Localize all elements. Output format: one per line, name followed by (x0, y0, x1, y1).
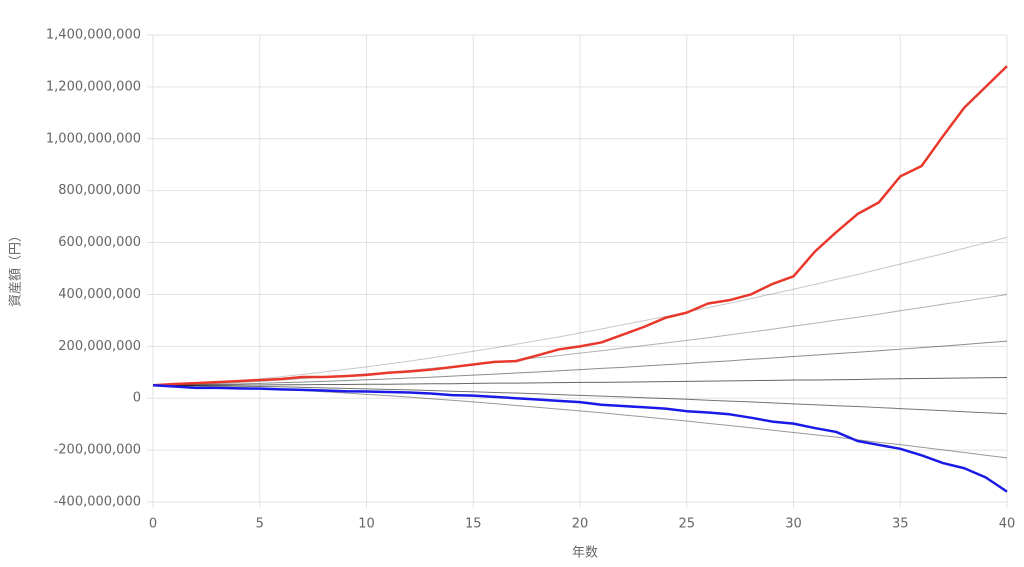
x-tick-label: 10 (358, 517, 375, 532)
y-tick-label: -400,000,000 (54, 495, 141, 510)
y-tick-label: 0 (133, 391, 141, 406)
x-tick-label: 35 (892, 517, 909, 532)
x-tick-label: 30 (785, 517, 802, 532)
x-tick-label: 0 (149, 517, 157, 532)
data-line (152, 384, 1008, 493)
y-tick-label: 1,000,000,000 (46, 131, 141, 146)
x-tick-label: 25 (678, 517, 695, 532)
y-tick-label: 200,000,000 (58, 339, 141, 354)
y-tick-label: 1,400,000,000 (46, 28, 141, 43)
y-tick-label: 1,200,000,000 (46, 79, 141, 94)
y-tick-label: -200,000,000 (54, 443, 141, 458)
y-tick-label: 800,000,000 (58, 183, 141, 198)
x-tick-label: 40 (999, 517, 1016, 532)
x-axis-label: 年数 (572, 546, 598, 561)
data-line (152, 65, 1008, 387)
y-tick-label: 400,000,000 (58, 287, 141, 302)
data-line (153, 384, 1008, 415)
data-line (153, 376, 1008, 386)
data-line (152, 340, 1008, 386)
y-tick-label: 600,000,000 (58, 235, 141, 250)
x-tick-label: 15 (465, 517, 482, 532)
y-axis-label: 資産額（円） (8, 229, 24, 307)
x-tick-label: 20 (572, 517, 589, 532)
data-line (152, 236, 1008, 386)
data-line (152, 293, 1008, 386)
x-tick-label: 5 (256, 517, 264, 532)
